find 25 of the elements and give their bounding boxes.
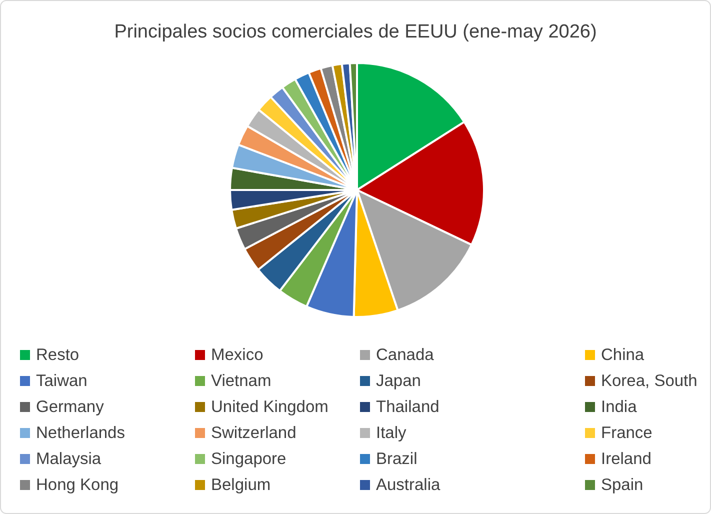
legend-label: Germany [36,398,105,416]
legend-label: Ireland [601,450,652,468]
legend-label: Italy [376,424,408,442]
legend-label: Hong Kong [36,476,119,494]
chart-title: Principales socios comerciales de EEUU (ene-may 2026) [114,22,597,42]
legend-label: Japan [376,372,421,390]
legend-label: France [601,424,652,442]
legend-label: Switzerland [211,424,296,442]
legend-label: China [601,346,645,364]
legend-label: Canada [376,346,435,364]
legend-label: Spain [601,476,644,494]
legend-label: Thailand [376,398,440,416]
legend-label: Vietnam [211,372,272,390]
legend-label: Malaysia [36,450,102,468]
legend-label: Australia [376,476,442,494]
legend-label: Singapore [211,450,286,468]
legend-label: Mexico [211,346,264,364]
legend-label: India [601,398,638,416]
legend-label: Taiwan [36,372,88,390]
legend-label: Netherlands [36,424,125,442]
legend-label: Belgium [211,476,271,494]
legend-label: United Kingdom [211,398,328,416]
legend-label: Korea, South [601,372,698,390]
legend-label: Brazil [376,450,418,468]
legend-label: Resto [36,346,80,364]
